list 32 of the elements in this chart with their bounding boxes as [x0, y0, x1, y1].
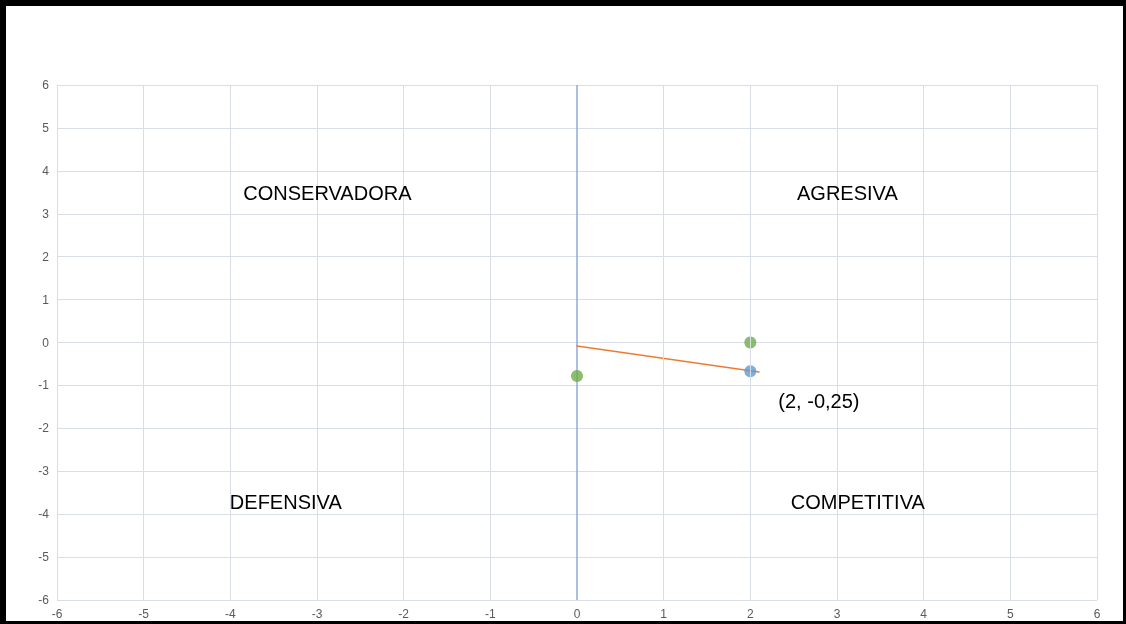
x-tick-label: 1: [660, 607, 668, 621]
x-tick-label: 0: [573, 607, 581, 621]
point: [571, 369, 583, 382]
x-tick-label: -6: [51, 607, 63, 621]
y-tick-label: 4: [42, 163, 50, 178]
y-tick-label: -2: [38, 421, 50, 436]
x-tick-label: -5: [138, 607, 150, 621]
x-tick-label: 4: [920, 607, 928, 621]
y-tick-label: -4: [38, 507, 50, 522]
y-tick-label: -1: [38, 378, 50, 393]
x-tick-label: 6: [1093, 607, 1101, 621]
y-tick-label: 0: [42, 335, 50, 350]
x-tick-label: 3: [833, 607, 841, 621]
y-tick-label: 6: [42, 78, 50, 92]
annotation: DEFENSIVA: [229, 491, 343, 514]
x-tick-label: -2: [398, 607, 410, 621]
x-tick-label: 5: [1006, 607, 1014, 621]
y-tick-label: -5: [38, 550, 50, 565]
x-tick-label: -1: [485, 607, 496, 621]
y-tick-label: -3: [38, 464, 50, 479]
annotation: COMPETITIVA: [790, 491, 926, 514]
annotation: AGRESIVA: [797, 182, 899, 205]
y-tick-label: 1: [42, 292, 50, 307]
annotation: CONSERVADORA: [243, 182, 413, 205]
y-tick-label: -6: [38, 593, 50, 607]
x-tick-label: 2: [746, 607, 754, 621]
annotation: (2, -0,25): [778, 390, 860, 413]
y-tick-label: 3: [42, 206, 50, 221]
y-tick-label: 5: [42, 120, 50, 135]
y-tick-label: 2: [42, 249, 50, 264]
x-tick-label: -3: [311, 607, 323, 621]
x-tick-label: -4: [225, 607, 236, 621]
